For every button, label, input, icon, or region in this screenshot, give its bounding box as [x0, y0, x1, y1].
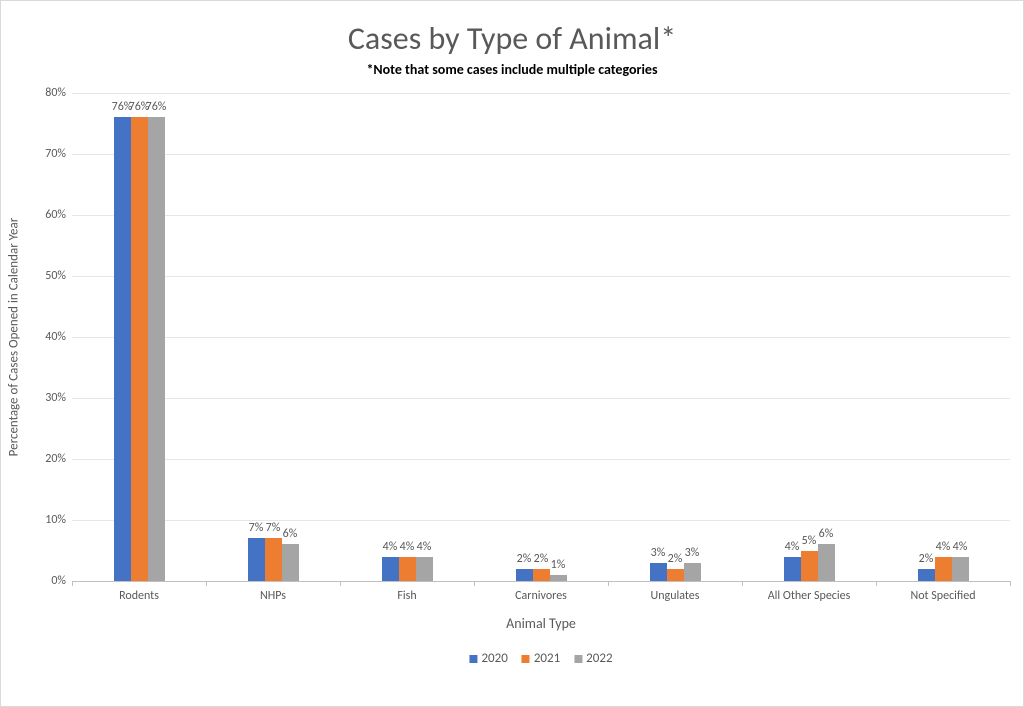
bar	[952, 557, 969, 581]
bar-data-label: 5%	[802, 534, 817, 548]
x-tick	[1010, 581, 1011, 586]
y-tick-label: 60%	[45, 208, 72, 222]
gridline	[72, 93, 1010, 94]
bar-data-label: 3%	[685, 546, 700, 560]
bar-data-label: 4%	[953, 540, 968, 554]
bar	[248, 538, 265, 581]
bar-data-label: 4%	[785, 540, 800, 554]
legend-swatch	[522, 655, 530, 663]
gridline	[72, 520, 1010, 521]
bar-data-label: 7%	[266, 521, 281, 535]
x-tick-label: Carnivores	[515, 581, 567, 603]
x-tick-label: NHPs	[260, 581, 286, 603]
bar-data-label: 3%	[651, 546, 666, 560]
bar	[131, 117, 148, 581]
bar-data-label: 2%	[668, 552, 683, 566]
legend-swatch	[574, 655, 582, 663]
bar	[650, 563, 667, 581]
y-tick-label: 70%	[45, 147, 72, 161]
chart-subtitle: *Note that some cases include multiple c…	[1, 61, 1023, 78]
bar	[265, 538, 282, 581]
x-axis-title: Animal Type	[506, 615, 576, 632]
bar-data-label: 4%	[936, 540, 951, 554]
bar-data-label: 4%	[400, 540, 415, 554]
y-axis-title: Percentage of Cases Opened in Calendar Y…	[7, 207, 22, 467]
bar	[148, 117, 165, 581]
bar	[533, 569, 550, 581]
x-tick-label: All Other Species	[768, 581, 851, 603]
y-tick-label: 20%	[45, 452, 72, 466]
legend-item: 2022	[574, 651, 612, 666]
bar	[399, 557, 416, 581]
plot-area: 0%10%20%30%40%50%60%70%80%Rodents76%76%7…	[72, 93, 1010, 581]
x-tick	[72, 581, 73, 586]
bar	[801, 551, 818, 582]
y-tick-label: 50%	[45, 269, 72, 283]
bar-data-label: 2%	[919, 552, 934, 566]
x-tick	[206, 581, 207, 586]
bar-data-label: 1%	[551, 558, 566, 572]
y-tick-label: 80%	[45, 86, 72, 100]
gridline	[72, 215, 1010, 216]
y-tick-label: 10%	[45, 513, 72, 527]
legend-swatch	[469, 655, 477, 663]
bar-data-label: 6%	[283, 527, 298, 541]
y-tick-label: 30%	[45, 391, 72, 405]
bar	[516, 569, 533, 581]
x-tick	[474, 581, 475, 586]
x-tick	[876, 581, 877, 586]
legend: 2020 2021 2022	[469, 651, 612, 666]
gridline	[72, 459, 1010, 460]
bar	[935, 557, 952, 581]
bar	[282, 544, 299, 581]
bar-data-label: 2%	[517, 552, 532, 566]
bar	[667, 569, 684, 581]
bar-data-label: 6%	[819, 527, 834, 541]
bar-data-label: 4%	[417, 540, 432, 554]
x-tick	[608, 581, 609, 586]
bar-data-label: 7%	[249, 521, 264, 535]
bar-data-label: 76%	[146, 100, 167, 114]
legend-label: 2022	[586, 651, 612, 666]
bar	[684, 563, 701, 581]
gridline	[72, 398, 1010, 399]
x-tick	[742, 581, 743, 586]
x-tick-label: Not Specified	[910, 581, 975, 603]
bar-data-label: 2%	[534, 552, 549, 566]
x-tick-label: Fish	[397, 581, 416, 603]
bar	[114, 117, 131, 581]
chart-container: Cases by Type of Animal* *Note that some…	[0, 0, 1024, 707]
legend-label: 2020	[481, 651, 507, 666]
x-tick-label: Rodents	[119, 581, 159, 603]
chart-title: Cases by Type of Animal*	[1, 19, 1023, 58]
bar	[784, 557, 801, 581]
legend-item: 2020	[469, 651, 507, 666]
gridline	[72, 276, 1010, 277]
legend-item: 2021	[522, 651, 560, 666]
bar	[550, 575, 567, 581]
bar	[382, 557, 399, 581]
y-tick-label: 0%	[51, 574, 72, 588]
bar	[918, 569, 935, 581]
x-tick-label: Ungulates	[651, 581, 700, 603]
y-tick-label: 40%	[45, 330, 72, 344]
gridline	[72, 337, 1010, 338]
bar	[416, 557, 433, 581]
x-tick	[340, 581, 341, 586]
bar	[818, 544, 835, 581]
bar-data-label: 4%	[383, 540, 398, 554]
legend-label: 2021	[534, 651, 560, 666]
gridline	[72, 154, 1010, 155]
